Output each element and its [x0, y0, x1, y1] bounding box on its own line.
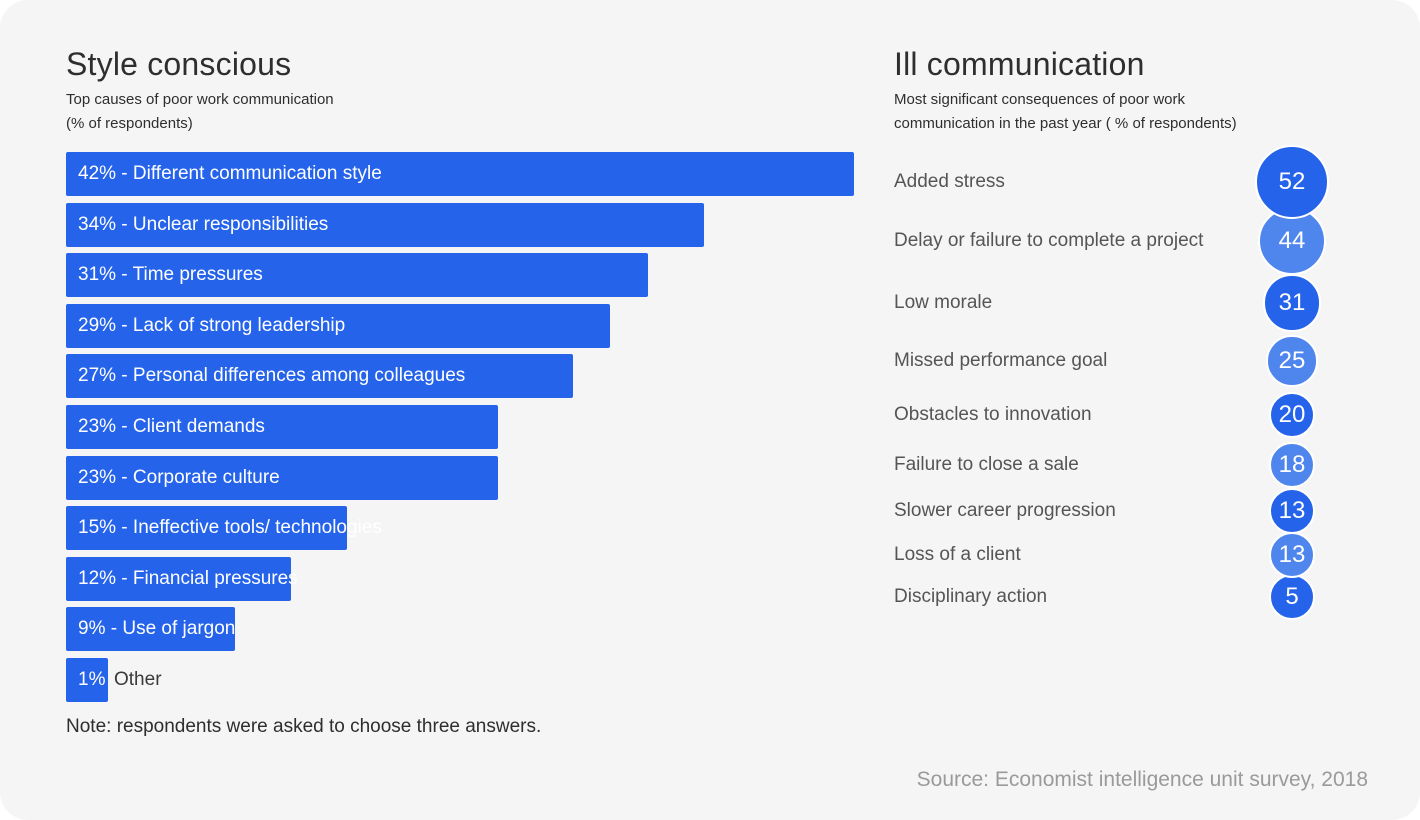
bubble-chart: Added stress 52 Delay or failure to comple… [894, 145, 1374, 630]
bar-label: 29% - Lack of strong leadership [78, 314, 346, 336]
bubble-label: Disciplinary action [894, 586, 1048, 607]
bar [66, 202, 704, 247]
bubble-label: Failure to close a sale [894, 454, 1079, 475]
bar-label: 42% - Different communication style [78, 163, 382, 184]
bar-label: 27% - Personal differences among colleag… [78, 365, 466, 387]
bubble-label: Low morale [894, 292, 993, 313]
bar-label: 9% - Use of jargon [78, 618, 236, 640]
bubble-label: Added stress [894, 171, 1005, 192]
bubble-label: Missed performance goal [894, 350, 1108, 371]
source-note: Source: Economist intelligence unit surv… [916, 768, 1368, 791]
bubble-label: Delay or failure to complete a project [894, 230, 1204, 251]
bubble: 18 [1269, 442, 1315, 488]
bar [66, 455, 498, 500]
bar-label: 23% - Client demands [78, 416, 265, 437]
bubble-label: Slower career progression [894, 500, 1116, 521]
bar-label: 12% - Financial pressures [78, 567, 298, 589]
bubble-label: Obstacles to innovation [894, 404, 1092, 425]
bubble: 25 [1266, 335, 1318, 387]
bar [66, 658, 108, 702]
bar [66, 556, 292, 601]
bubble: 5 [1269, 574, 1315, 620]
bar [66, 405, 498, 449]
bubble: 13 [1269, 532, 1315, 578]
bar [66, 152, 854, 196]
bar-outside-label: Other [114, 669, 162, 690]
left-chart-subtitle: Top causes of poor work communication (%… [66, 91, 334, 132]
bubble: 52 [1255, 145, 1329, 219]
bar [66, 303, 611, 348]
bubble: 31 [1263, 274, 1321, 332]
bubble-label: Loss of a client [894, 544, 1021, 565]
bar-label: 31% - Time pressures [78, 264, 263, 286]
bar-chart: 42% - Different communication style 34% -… [66, 152, 866, 712]
bar-label: 1% [78, 669, 106, 690]
bar [66, 354, 573, 399]
bar-label: 15% - Ineffective tools/ technologies [78, 517, 382, 539]
bubble: 13 [1269, 488, 1315, 534]
bar [66, 506, 348, 551]
bar-label: 23% - Corporate culture [78, 466, 280, 488]
chart-note: Note: respondents were asked to choose t… [66, 716, 542, 737]
bar [66, 253, 648, 298]
left-chart-title: Style conscious [66, 46, 292, 82]
bar [66, 607, 235, 652]
right-chart-title: Ill communication [894, 46, 1145, 82]
right-chart-subtitle: Most significant consequences of poor wo… [894, 91, 1237, 132]
bubble: 20 [1269, 392, 1315, 438]
bar-label: 34% - Unclear responsibilities [78, 213, 329, 235]
